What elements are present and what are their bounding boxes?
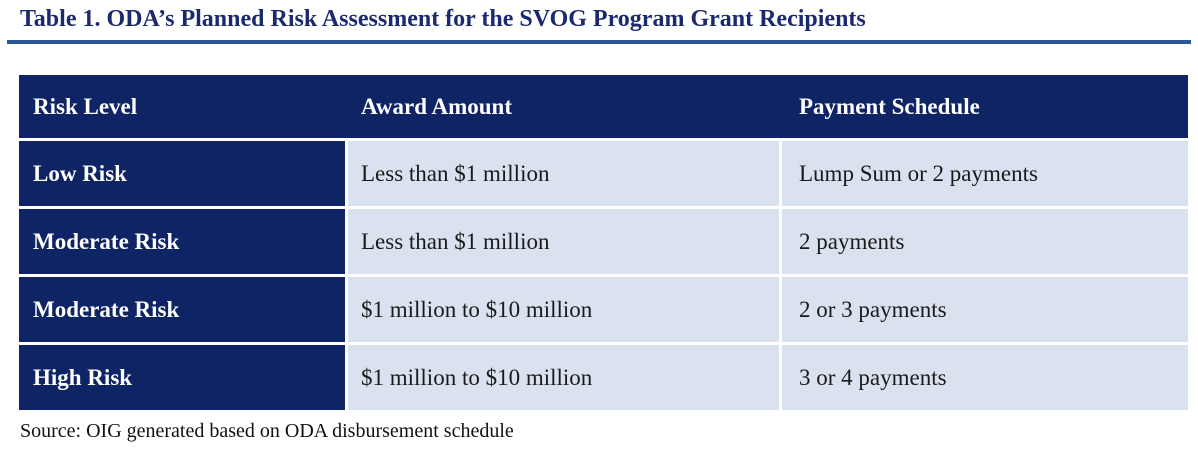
award-amount-cell: Less than $1 million (348, 209, 779, 274)
award-amount-cell: $1 million to $10 million (348, 345, 779, 410)
column-header-award-amount: Award Amount (361, 93, 513, 119)
table-row: Low Risk Less than $1 million Lump Sum o… (19, 141, 1188, 206)
column-header-risk-level: Risk Level (33, 93, 138, 119)
table-row: Moderate Risk $1 million to $10 million … (19, 277, 1188, 342)
source-note: Source: OIG generated based on ODA disbu… (20, 420, 514, 442)
table-row: Moderate Risk Less than $1 million 2 pay… (19, 209, 1188, 274)
title-divider (7, 40, 1191, 44)
column-header-payment-schedule: Payment Schedule (799, 93, 980, 119)
award-amount-cell: $1 million to $10 million (348, 277, 779, 342)
payment-schedule-cell: 2 payments (782, 209, 1188, 274)
risk-level-cell: Moderate Risk (19, 277, 345, 342)
risk-level-cell: Low Risk (19, 141, 345, 206)
risk-level-cell: High Risk (19, 345, 345, 410)
risk-assessment-table: Risk Level Award Amount Payment Schedule… (19, 75, 1188, 410)
table-header-row: Risk Level Award Amount Payment Schedule (19, 75, 1188, 138)
payment-schedule-cell: 3 or 4 payments (782, 345, 1188, 410)
table-row: High Risk $1 million to $10 million 3 or… (19, 345, 1188, 410)
risk-level-cell: Moderate Risk (19, 209, 345, 274)
payment-schedule-cell: 2 or 3 payments (782, 277, 1188, 342)
award-amount-cell: Less than $1 million (348, 141, 779, 206)
table-title: Table 1. ODA’s Planned Risk Assessment f… (20, 6, 866, 32)
payment-schedule-cell: Lump Sum or 2 payments (782, 141, 1188, 206)
